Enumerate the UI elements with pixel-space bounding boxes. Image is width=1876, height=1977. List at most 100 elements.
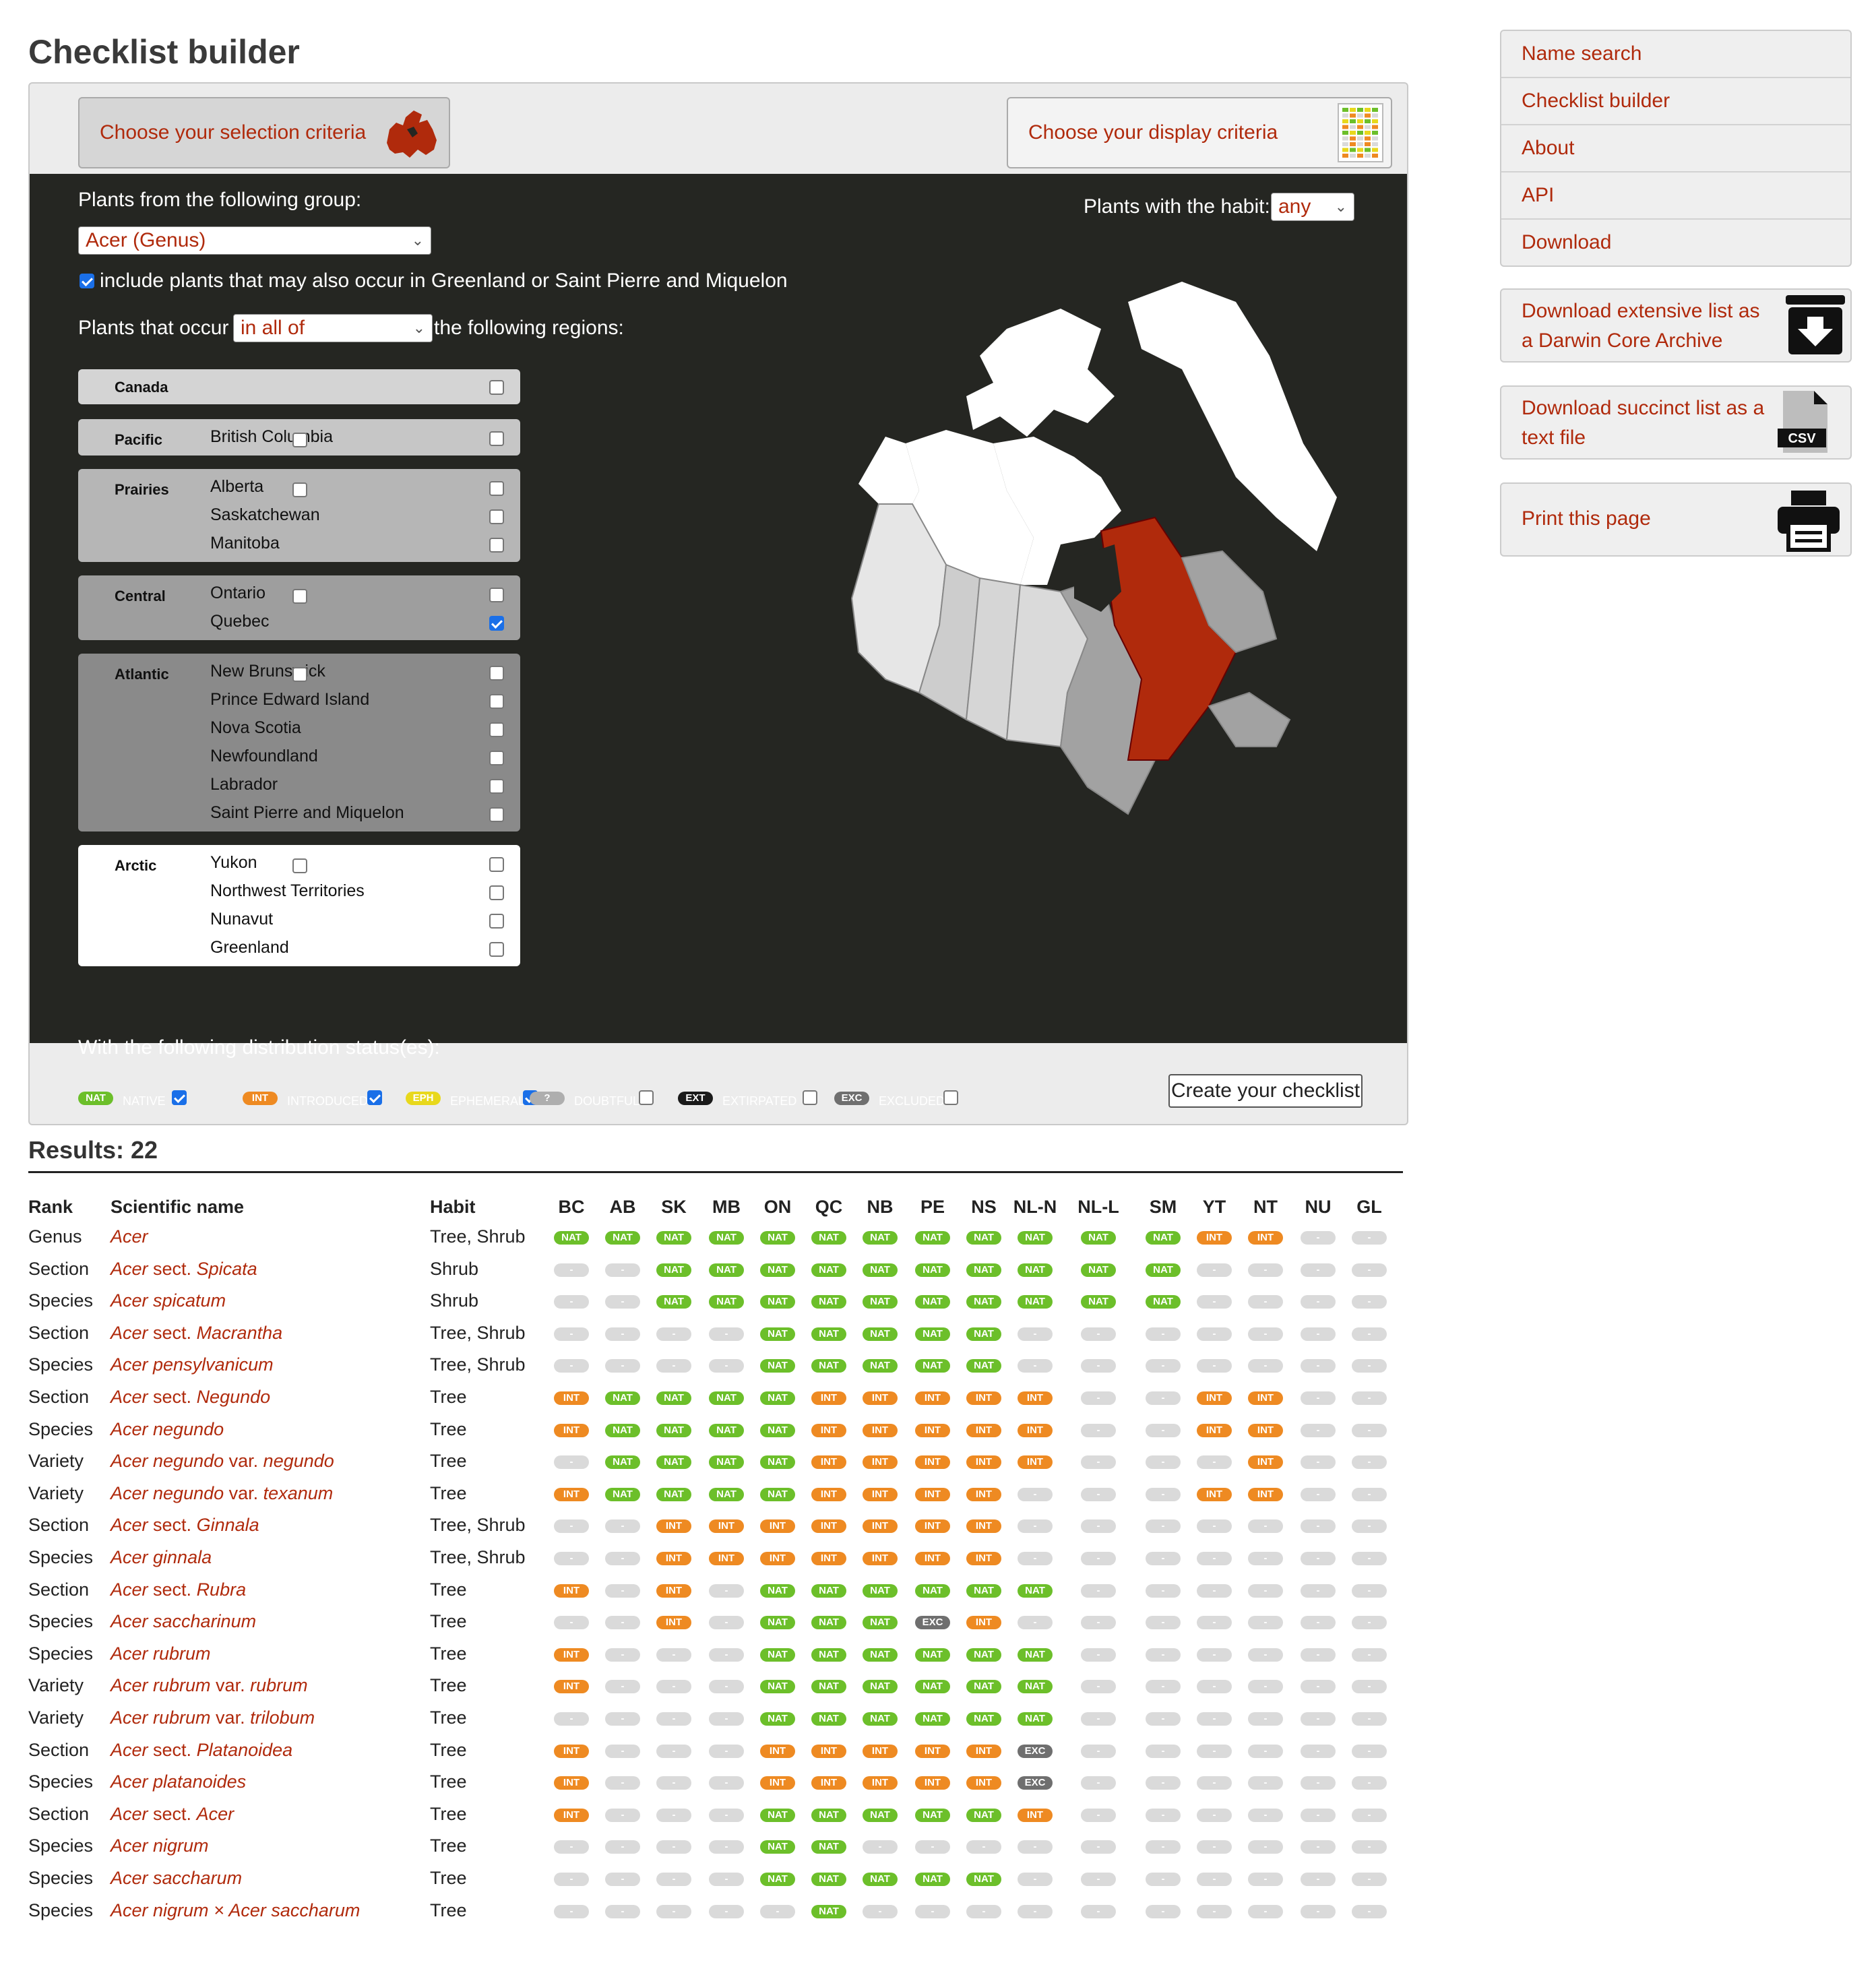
- province-checkbox[interactable]: [489, 914, 504, 929]
- province-checkbox[interactable]: [489, 807, 504, 822]
- grid-cell: [1365, 154, 1371, 158]
- row-scientific-name-link[interactable]: Acer sect. Acer: [111, 1804, 234, 1825]
- include-greenland-checkbox[interactable]: [80, 274, 94, 288]
- status-checkbox[interactable]: [172, 1090, 187, 1105]
- status-badge: INT: [1197, 1391, 1232, 1405]
- name-part: Acer: [111, 1739, 148, 1760]
- status-badge: -: [1352, 1295, 1387, 1309]
- status-checkbox[interactable]: [639, 1090, 654, 1105]
- group-select[interactable]: Acer (Genus) ⌄: [78, 226, 431, 255]
- row-rank: Species: [28, 1290, 94, 1311]
- region-group-checkbox[interactable]: [292, 482, 307, 497]
- status-label: With the following distribution status(e…: [78, 1036, 440, 1059]
- grid-cell: [1365, 148, 1371, 152]
- download-text-button[interactable]: Download succinct list as a text file CS…: [1500, 385, 1852, 460]
- row-scientific-name-link[interactable]: Acer saccharum: [111, 1868, 242, 1889]
- province-checkbox[interactable]: [489, 666, 504, 681]
- region-group-checkbox[interactable]: [292, 858, 307, 873]
- province-checkbox[interactable]: [489, 751, 504, 765]
- name-part: Acer platanoides: [111, 1771, 247, 1792]
- status-badge: -: [554, 1359, 589, 1373]
- province-checkbox[interactable]: [489, 722, 504, 737]
- status-badge: -: [863, 1904, 898, 1918]
- name-part: Acer ginnala: [111, 1547, 212, 1567]
- nav-item-api[interactable]: API: [1501, 172, 1850, 220]
- region-group-checkbox[interactable]: [292, 667, 307, 682]
- occur-select[interactable]: in all of ⌄: [233, 314, 433, 342]
- status-badge: -: [605, 1904, 640, 1918]
- row-scientific-name-link[interactable]: Acer sect. Negundo: [111, 1387, 270, 1408]
- row-scientific-name-link[interactable]: Acer sect. Ginnala: [111, 1515, 259, 1536]
- row-scientific-name-link[interactable]: Acer pensylvanicum: [111, 1354, 274, 1375]
- status-badge: NAT: [760, 1712, 795, 1726]
- status-badge: INT: [811, 1552, 846, 1565]
- province-checkbox[interactable]: [489, 588, 504, 602]
- row-scientific-name-link[interactable]: Acer sect. Rubra: [111, 1579, 246, 1600]
- status-badge: INT: [760, 1519, 795, 1534]
- row-habit: Tree: [430, 1739, 467, 1760]
- create-checklist-button[interactable]: Create your checklist: [1168, 1074, 1363, 1108]
- nav-item-name-search[interactable]: Name search: [1501, 31, 1850, 78]
- row-habit: Tree, Shrub: [430, 1547, 526, 1567]
- row-scientific-name-link[interactable]: Acer negundo var. negundo: [111, 1451, 334, 1472]
- row-habit: Tree: [430, 1707, 467, 1728]
- region-checkbox[interactable]: [489, 380, 504, 395]
- tab-display-criteria[interactable]: Choose your display criteria: [1007, 97, 1392, 168]
- status-badge: NAT: [1146, 1231, 1181, 1245]
- row-scientific-name-link[interactable]: Acer ginnala: [111, 1547, 212, 1568]
- row-scientific-name-link[interactable]: Acer rubrum: [111, 1643, 211, 1664]
- status-badge: -: [554, 1455, 589, 1470]
- region-group-checkbox[interactable]: [292, 433, 307, 447]
- status-checkbox[interactable]: [943, 1090, 958, 1105]
- row-rank: Section: [28, 1322, 90, 1343]
- nav-item-checklist-builder[interactable]: Checklist builder: [1501, 78, 1850, 125]
- habit-select[interactable]: any ⌄: [1271, 193, 1354, 221]
- row-scientific-name-link[interactable]: Acer sect. Macrantha: [111, 1323, 282, 1344]
- province-checkbox[interactable]: [489, 942, 504, 957]
- status-badge: -: [1197, 1648, 1232, 1662]
- province-checkbox[interactable]: [489, 779, 504, 794]
- status-badge: -: [656, 1648, 691, 1662]
- nav-item-about[interactable]: About: [1501, 125, 1850, 172]
- row-scientific-name-link[interactable]: Acer nigrum: [111, 1835, 209, 1856]
- row-scientific-name-link[interactable]: Acer sect. Platanoidea: [111, 1740, 292, 1761]
- row-scientific-name-link[interactable]: Acer rubrum var. rubrum: [111, 1675, 308, 1696]
- province-checkbox[interactable]: [489, 509, 504, 524]
- row-scientific-name-link[interactable]: Acer negundo: [111, 1419, 224, 1440]
- province-checkbox[interactable]: [489, 431, 504, 446]
- status-badge: NAT: [1081, 1295, 1116, 1309]
- province-checkbox[interactable]: [489, 694, 504, 709]
- status-badge: NAT: [709, 1455, 744, 1470]
- grid-cell: [1350, 108, 1356, 112]
- tab-selection-criteria[interactable]: Choose your selection criteria: [78, 97, 450, 168]
- row-scientific-name-link[interactable]: Acer nigrum × Acer saccharum: [111, 1900, 360, 1921]
- province-checkbox[interactable]: [489, 616, 504, 631]
- region-group-checkbox[interactable]: [292, 589, 307, 604]
- province-checkbox[interactable]: [489, 481, 504, 496]
- row-scientific-name-link[interactable]: Acer rubrum var. trilobum: [111, 1707, 315, 1728]
- map-yukon: [858, 437, 919, 504]
- status-checkbox[interactable]: [803, 1090, 817, 1105]
- row-scientific-name-link[interactable]: Acer saccharinum: [111, 1611, 256, 1632]
- province-checkbox[interactable]: [489, 885, 504, 900]
- download-dwca-button[interactable]: Download extensive list as a Darwin Core…: [1500, 288, 1852, 363]
- row-scientific-name-link[interactable]: Acer spicatum: [111, 1290, 226, 1311]
- status-checkbox[interactable]: [367, 1090, 382, 1105]
- name-part: sect.: [148, 1387, 197, 1407]
- print-page-button[interactable]: Print this page: [1500, 482, 1852, 557]
- row-habit: Tree, Shrub: [430, 1226, 526, 1247]
- row-scientific-name-link[interactable]: Acer: [111, 1226, 148, 1247]
- status-badge: -: [1352, 1327, 1387, 1341]
- province-checkbox[interactable]: [489, 857, 504, 872]
- status-badge: NAT: [1018, 1263, 1053, 1277]
- row-scientific-name-link[interactable]: Acer sect. Spicata: [111, 1259, 257, 1280]
- nav-item-download[interactable]: Download: [1522, 231, 1612, 253]
- status-badge: INT: [966, 1744, 1001, 1758]
- province-checkbox[interactable]: [489, 538, 504, 553]
- name-part: Acer: [111, 1387, 148, 1407]
- status-badge: INT: [554, 1808, 589, 1822]
- grid-cell: [1365, 131, 1371, 135]
- row-scientific-name-link[interactable]: Acer platanoides: [111, 1771, 246, 1792]
- row-scientific-name-link[interactable]: Acer negundo var. texanum: [111, 1483, 333, 1504]
- grid-cell: [1350, 125, 1356, 129]
